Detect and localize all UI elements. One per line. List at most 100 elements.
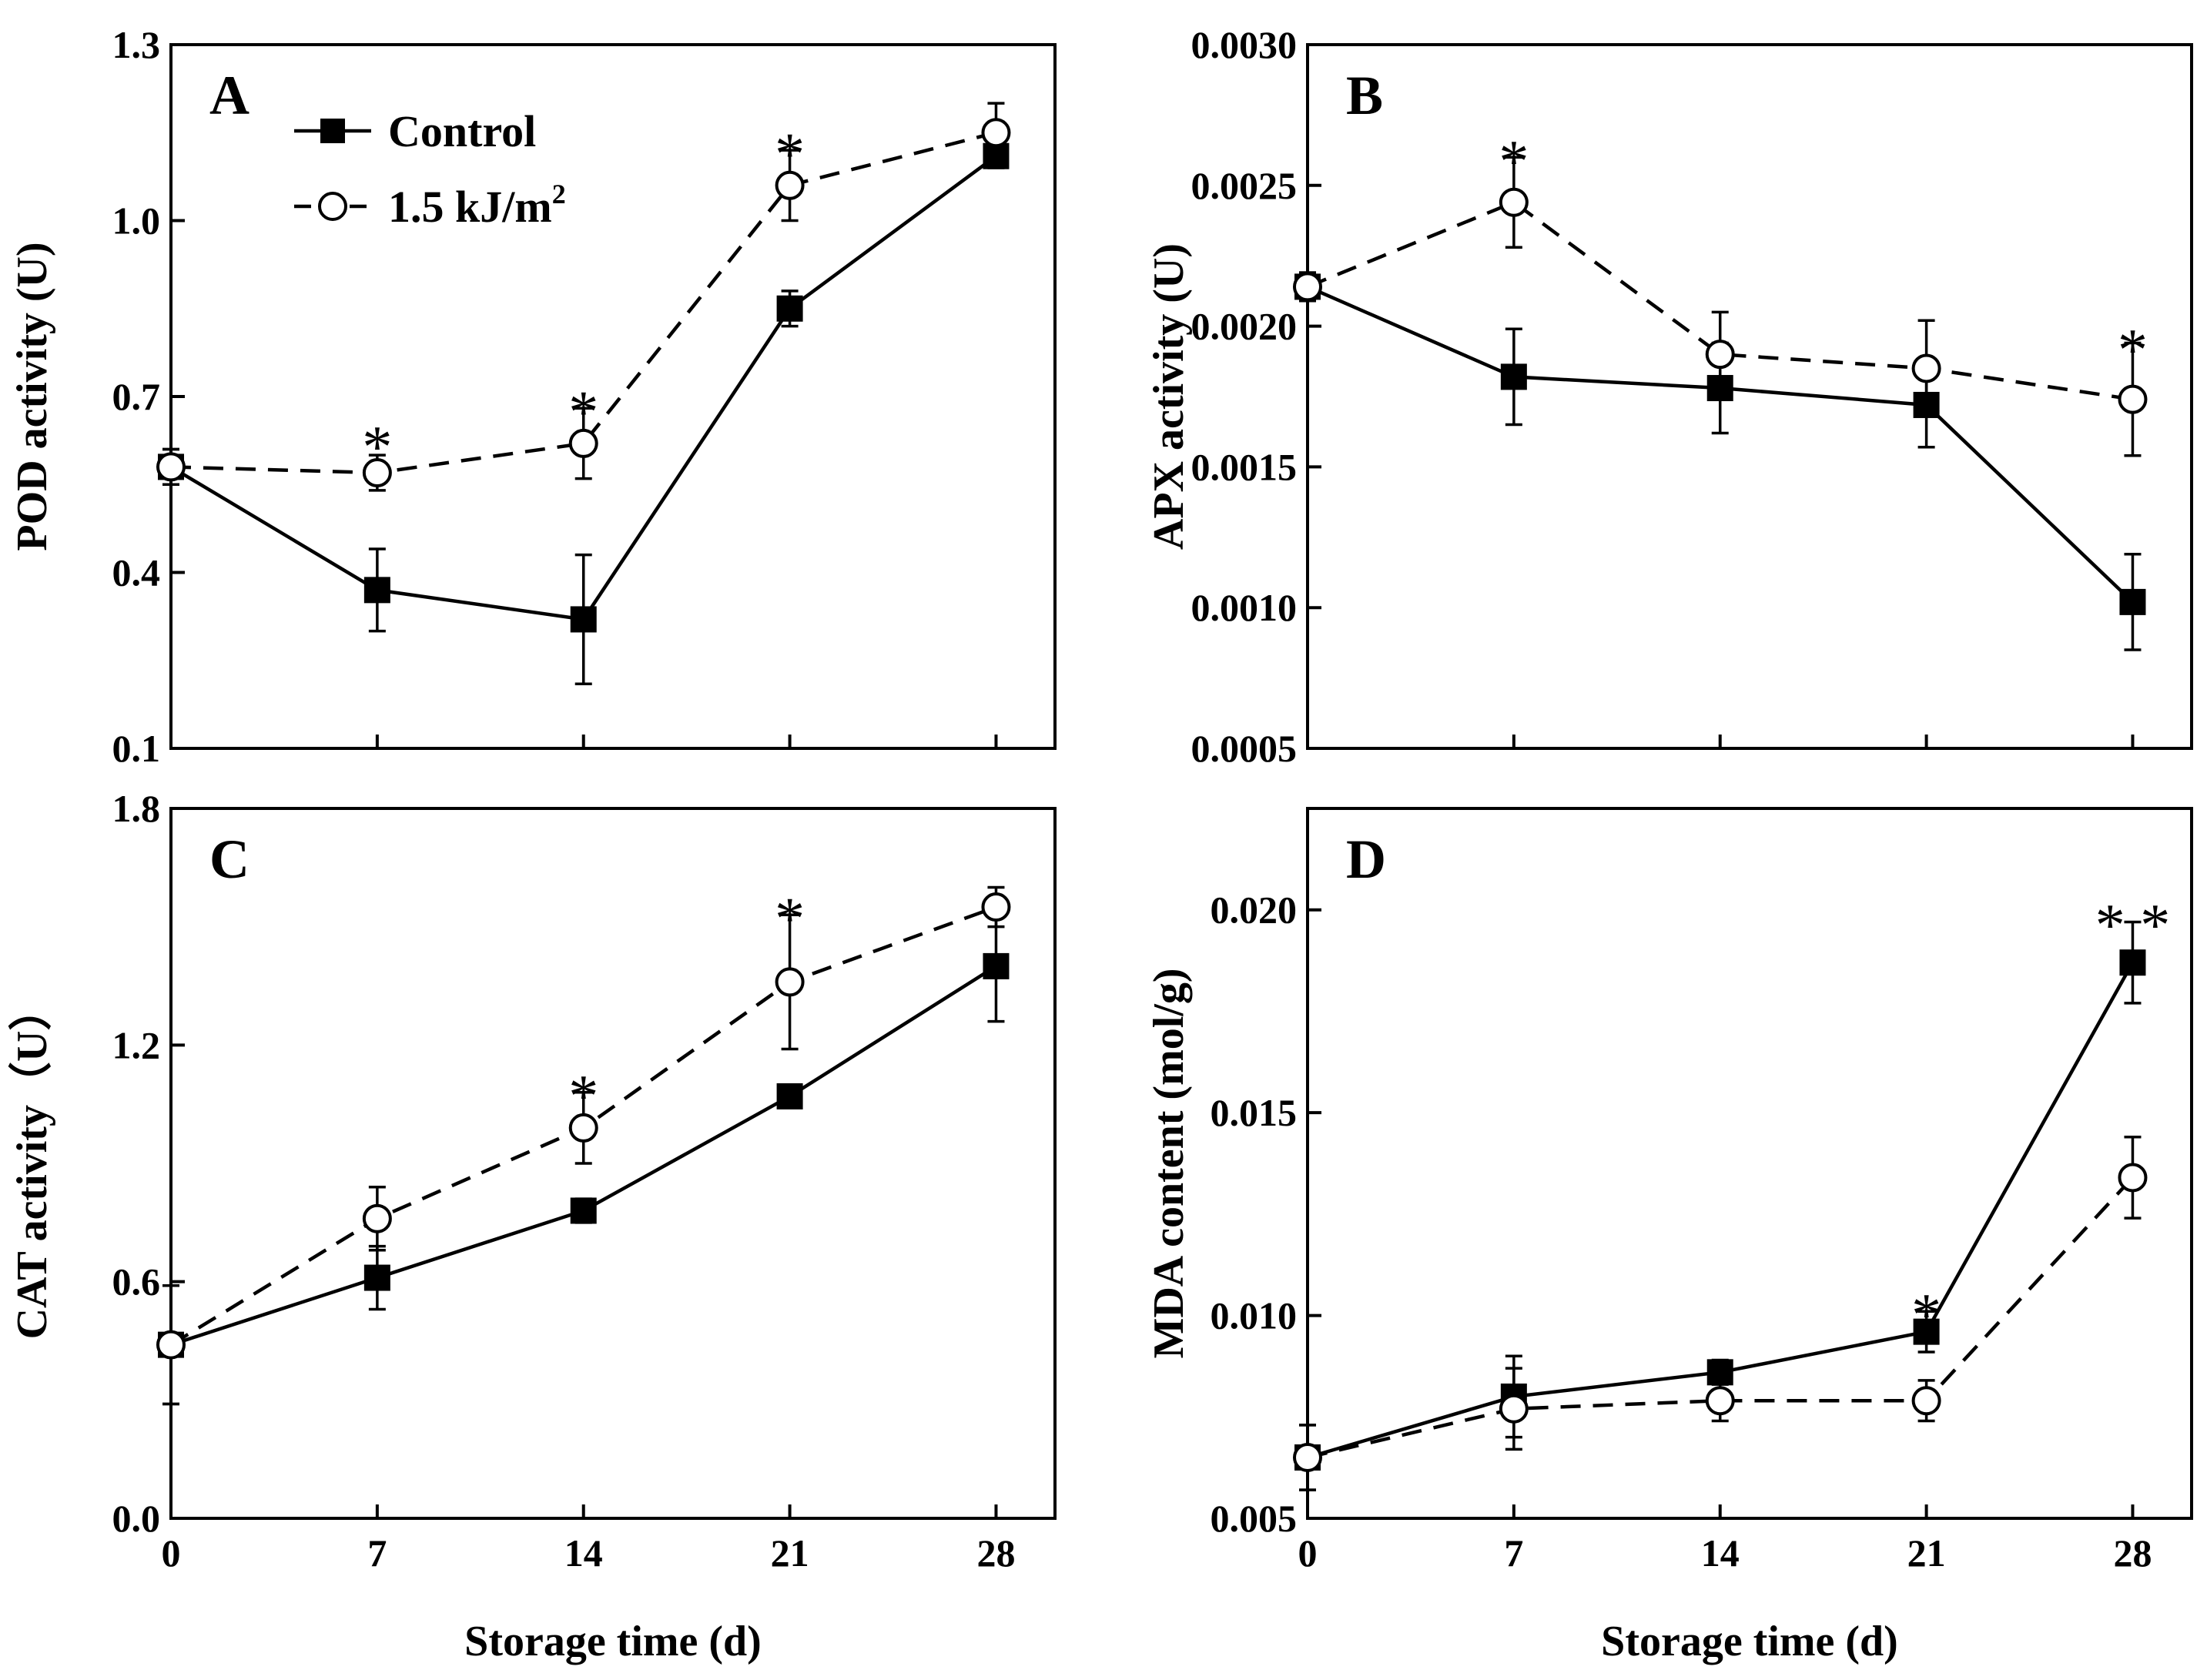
legend-treatment-marker <box>318 192 347 221</box>
panel-b-annotations: ** <box>1499 128 2148 383</box>
panel-d-xtick-label-3: 21 <box>1907 1531 1946 1575</box>
panel-c-letter: C <box>209 828 250 890</box>
panel-b-control-point-4 <box>2119 588 2146 615</box>
panel-d-annotations: * * * <box>1911 892 2170 1348</box>
panel-a-ytick-label-3: 1.0 <box>112 199 161 243</box>
panel-d-xtick-label-4: 28 <box>2113 1531 2152 1575</box>
panel-d-treatment-line <box>1307 1176 2135 1460</box>
panel-c-control-point-3 <box>776 1083 803 1109</box>
panel-b-ytick-label-0: 0.0005 <box>1191 727 1298 770</box>
panel-d-treatment-point-2 <box>1705 1386 1735 1416</box>
panel-d-y-axis: 0.005 0.010 0.015 0.020 <box>1211 889 1321 1540</box>
panel-d-ytick-label-0: 0.005 <box>1211 1497 1298 1540</box>
panel-a-annotations: * * * <box>362 120 805 480</box>
panel-c-frame <box>169 807 1057 1520</box>
panel-d-treatment-point-1 <box>1499 1394 1529 1424</box>
panel-a-control-point-1 <box>363 577 390 604</box>
panel-d-treatment-point-4 <box>2118 1163 2148 1193</box>
panel-a-letter: A <box>209 65 250 126</box>
panel-a-ytick-label-1: 0.4 <box>112 551 161 594</box>
panel-b-treatment-point-0 <box>1293 272 1322 302</box>
panel-b-series <box>1293 156 2148 651</box>
panel-a-y-title: POD activity (U) <box>8 242 56 551</box>
panel-c-ytick-label-0: 0.0 <box>112 1497 161 1540</box>
panel-c-control-point-2 <box>570 1197 597 1224</box>
panel-b-treatment-point-1 <box>1499 187 1529 217</box>
panel-d-xtick-label-1: 7 <box>1504 1531 1523 1575</box>
panel-c-treatment-point-0 <box>156 1330 186 1360</box>
panel-b-ytick-label-2: 0.0015 <box>1191 445 1298 488</box>
panel-b-ytick-label-4: 0.0025 <box>1191 164 1298 207</box>
panel-b-treatment-point-2 <box>1705 340 1735 370</box>
panel-d-significance-mark-0: * <box>1911 1280 1941 1347</box>
panel-b-ytick-label-3: 0.0020 <box>1191 305 1298 348</box>
panel-c-treatment-point-4 <box>981 892 1011 922</box>
panel-b-y-axis: 0.0005 0.0010 0.0015 0.0020 0.0025 0.0030 <box>1191 23 1321 770</box>
panel-c-xtick-label-3: 21 <box>771 1531 809 1575</box>
panel-c-xtick-label-1: 7 <box>367 1531 387 1575</box>
panel-b-treatment-line <box>1307 200 2133 401</box>
panel-a-ytick-label-0: 0.1 <box>112 727 161 770</box>
panel-c-significance-mark-0: * <box>568 1062 598 1129</box>
panel-c-x-axis: 0 7 14 21 28 <box>162 1504 1015 1575</box>
panel-b-treatment-point-3 <box>1911 353 1941 383</box>
panel-c-ytick-label-1: 0.6 <box>112 1260 161 1304</box>
panel-a-ytick-label-2: 0.7 <box>112 375 161 418</box>
panel-b-significance-mark-0: * <box>1499 128 1529 195</box>
panel-a-treatment-point-2 <box>568 428 598 458</box>
panel-c-treatment-point-1 <box>362 1203 392 1233</box>
panel-a-treatment-point-1 <box>362 458 392 488</box>
panel-a-treatment-point-4 <box>981 118 1011 148</box>
panel-c-y-axis: 0.0 0.6 1.2 1.8 <box>112 787 185 1540</box>
panel-d-frame <box>1306 807 2193 1520</box>
panel-c-x-title: Storage time (d) <box>464 1618 762 1665</box>
panel-d: 0.005 0.010 0.015 0.020 0 7 14 21 28 * * * D MDA… <box>1145 807 2193 1665</box>
panel-a-significance-mark-2: * <box>775 120 805 187</box>
panel-c-xtick-label-0: 0 <box>162 1531 181 1575</box>
panel-c-ytick-label-2: 1.2 <box>112 1023 161 1066</box>
legend-treatment-superscript: 2 <box>552 179 566 209</box>
legend-treatment-prefix: 1.5 kJ/m <box>388 182 552 232</box>
panel-a-treatment-point-3 <box>775 170 805 200</box>
legend-control-label: Control <box>388 106 536 156</box>
panel-c-significance-mark-1: * <box>775 885 805 952</box>
panel-c-treatment-point-3 <box>775 967 805 997</box>
panel-a-significance-mark-0: * <box>362 413 392 480</box>
panel-d-xtick-label-2: 14 <box>1701 1531 1740 1575</box>
panel-d-significance-mark-1: * * <box>2095 892 2171 959</box>
panel-d-ytick-label-3: 0.020 <box>1211 889 1298 932</box>
panel-b-ytick-label-5: 0.0030 <box>1191 23 1298 66</box>
panel-c-treatment-point-2 <box>568 1113 598 1143</box>
panel-c-xtick-label-2: 14 <box>564 1531 603 1575</box>
panel-d-xtick-label-0: 0 <box>1298 1531 1318 1575</box>
panel-c-annotations: ** <box>568 885 805 1129</box>
legend: Control 1.5 kJ/m2 <box>294 106 566 232</box>
panel-a: 0.1 0.4 0.7 1.0 1.3 * * * A POD activity (U) C… <box>8 23 1057 770</box>
panel-d-treatment-point-3 <box>1911 1386 1941 1416</box>
panel-a-treatment-line <box>170 131 997 475</box>
panel-b-significance-mark-1: * <box>2118 316 2148 383</box>
panel-b-ytick-label-1: 0.0010 <box>1191 586 1298 629</box>
panel-a-ytick-label-4: 1.3 <box>112 23 161 66</box>
panel-d-x-title: Storage time (d) <box>1601 1618 1898 1665</box>
panel-b-y-title: APX activity (U) <box>1145 243 1193 550</box>
panel-d-ytick-label-1: 0.010 <box>1211 1294 1298 1337</box>
panel-c-xtick-label-4: 28 <box>976 1531 1015 1575</box>
panel-b-frame <box>1306 43 2193 750</box>
panel-c-ytick-label-3: 1.8 <box>112 787 161 830</box>
legend-treatment-label: 1.5 kJ/m2 <box>388 179 566 232</box>
panel-d-ytick-label-2: 0.015 <box>1211 1091 1298 1134</box>
panel-a-significance-mark-1: * <box>568 378 598 445</box>
panel-a-y-axis: 0.1 0.4 0.7 1.0 1.3 <box>112 23 185 770</box>
panel-d-x-axis: 0 7 14 21 28 <box>1298 1504 2152 1575</box>
panel-d-control-point-4 <box>2119 949 2146 976</box>
panel-c-series <box>156 885 1011 1406</box>
panel-b-control-point-1 <box>1500 363 1527 390</box>
panel-d-letter: D <box>1346 828 1386 890</box>
legend-control-marker <box>320 119 345 143</box>
panel-c-y-title: CAT activity（U） <box>8 988 56 1340</box>
panel-d-series <box>1293 920 2148 1491</box>
panel-a-x-axis <box>169 735 998 748</box>
